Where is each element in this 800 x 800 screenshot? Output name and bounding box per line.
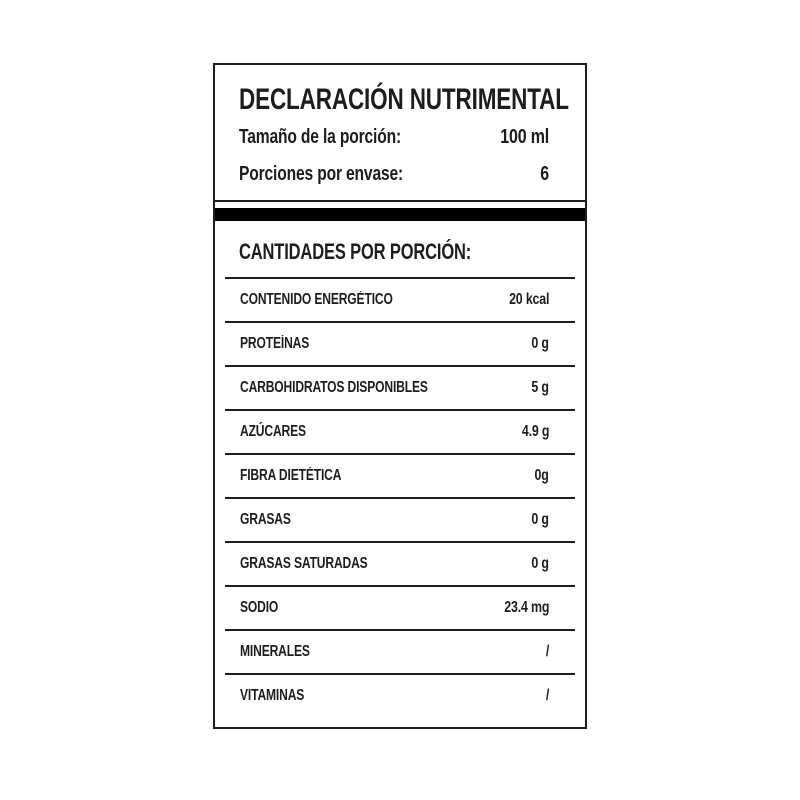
serving-row: Tamaño de la porción: 100 ml	[239, 119, 549, 156]
nutrient-row: CONTENIDO ENERGÉTICO 20 kcal	[225, 277, 575, 321]
nutrient-row-value: /	[545, 687, 549, 704]
nutrient-row: CARBOHIDRATOS DISPONIBLES 5 g	[225, 365, 575, 409]
nutrient-row-label: GRASAS SATURADAS	[240, 555, 368, 572]
label-title-text: DECLARACIÓN NUTRIMENTAL	[239, 83, 569, 116]
serving-row-value: 100 ml	[500, 126, 549, 148]
nutrient-row-label: CONTENIDO ENERGÉTICO	[240, 291, 393, 308]
serving-info: Tamaño de la porción: 100 ml Porciones p…	[239, 119, 549, 193]
label-body: CANTIDADES POR PORCIÓN: CONTENIDO ENERGÉ…	[215, 221, 585, 727]
nutrition-label: DECLARACIÓN NUTRIMENTAL Tamaño de la por…	[213, 63, 587, 729]
nutrient-row-value: 0g	[534, 467, 549, 484]
nutrient-row-label: SODIO	[240, 599, 279, 616]
section-separator-bar	[215, 208, 585, 221]
label-title: DECLARACIÓN NUTRIMENTAL	[239, 80, 569, 119]
nutrient-row-value: 0 g	[531, 335, 550, 352]
serving-row-label: Tamaño de la porción:	[239, 126, 401, 148]
nutrient-row-label: MINERALES	[240, 643, 310, 660]
nutrient-table: CONTENIDO ENERGÉTICO 20 kcal PROTEÍNAS 0…	[225, 277, 575, 717]
nutrient-row: VITAMINAS /	[225, 673, 575, 717]
nutrient-row-value: 20 kcal	[508, 291, 549, 308]
nutrient-row-value: 4.9 g	[521, 423, 550, 440]
nutrient-row: PROTEÍNAS 0 g	[225, 321, 575, 365]
serving-row: Porciones por envase: 6	[239, 156, 549, 193]
nutrient-row-value: 0 g	[531, 555, 550, 572]
nutrient-row-label: PROTEÍNAS	[240, 335, 310, 352]
nutrient-row-label: GRASAS	[240, 511, 291, 528]
nutrient-row-label: AZÚCARES	[240, 423, 306, 440]
nutrient-row: SODIO 23.4 mg	[225, 585, 575, 629]
header-rule	[215, 200, 585, 202]
nutrient-row-label: FIBRA DIETÉTICA	[240, 467, 342, 484]
section-heading: CANTIDADES POR PORCIÓN:	[225, 237, 575, 267]
serving-row-label: Porciones por envase:	[239, 163, 404, 185]
nutrient-row-value: /	[545, 643, 549, 660]
nutrient-row-value: 23.4 mg	[503, 599, 549, 616]
nutrient-row: MINERALES /	[225, 629, 575, 673]
nutrient-row-label: CARBOHIDRATOS DISPONIBLES	[240, 379, 428, 396]
serving-row-value: 6	[540, 163, 549, 185]
nutrient-row: GRASAS 0 g	[225, 497, 575, 541]
nutrient-row: GRASAS SATURADAS 0 g	[225, 541, 575, 585]
nutrient-row-value: 0 g	[531, 511, 550, 528]
label-header: DECLARACIÓN NUTRIMENTAL Tamaño de la por…	[215, 65, 585, 193]
nutrient-row-label: VITAMINAS	[240, 687, 305, 704]
section-heading-text: CANTIDADES POR PORCIÓN:	[239, 239, 472, 264]
nutrient-row: FIBRA DIETÉTICA 0g	[225, 453, 575, 497]
nutrient-row-value: 5 g	[531, 379, 550, 396]
nutrient-row: AZÚCARES 4.9 g	[225, 409, 575, 453]
